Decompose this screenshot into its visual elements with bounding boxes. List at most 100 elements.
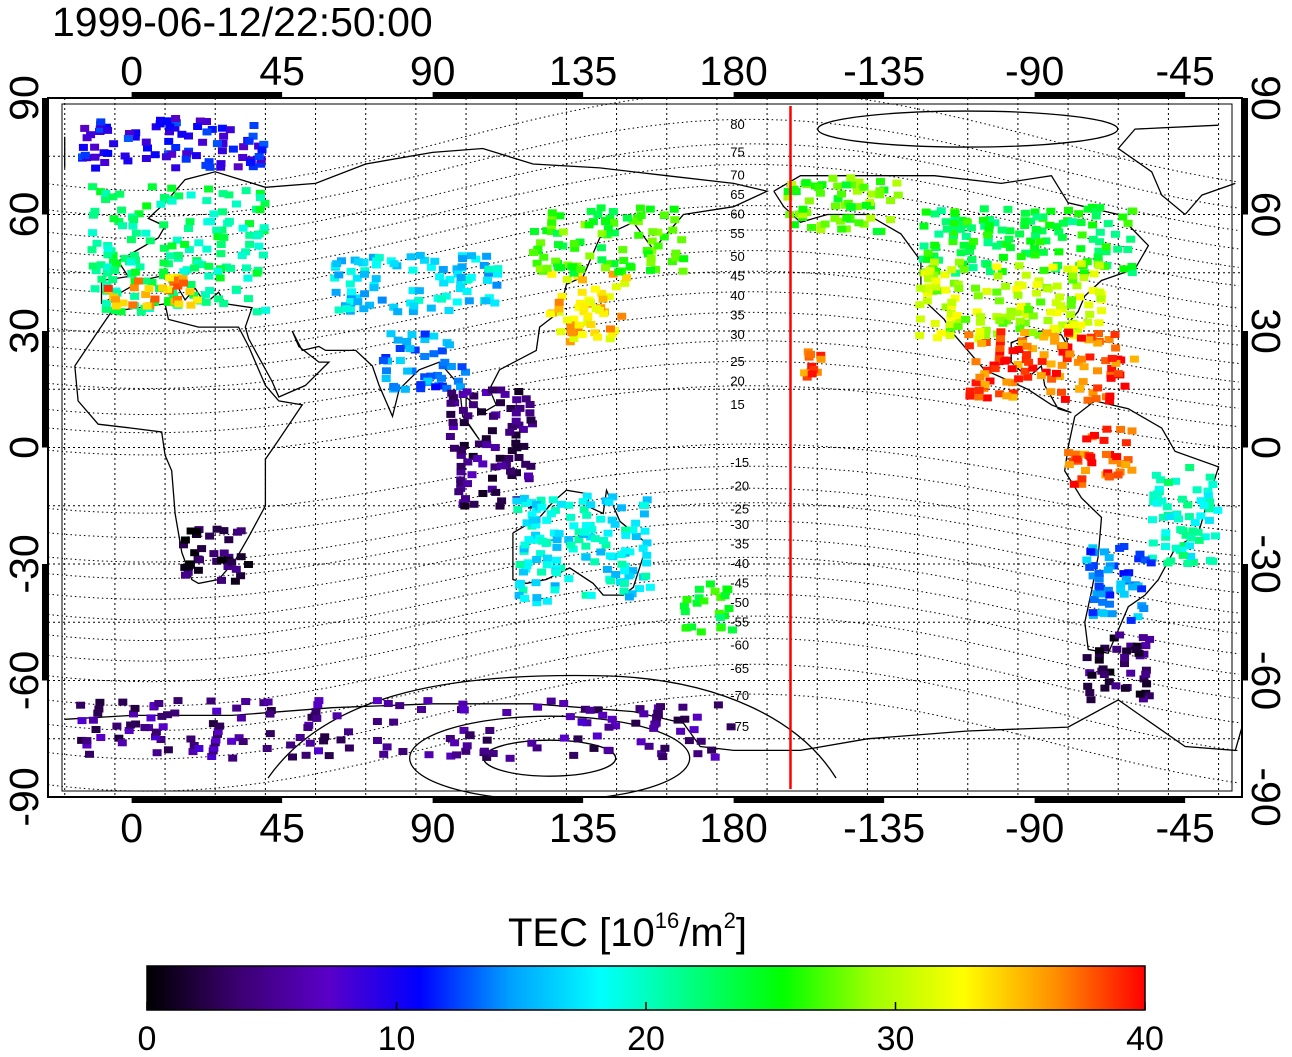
tec-point [620,279,630,287]
tec-point [492,281,502,289]
tec-point [217,226,227,234]
tec-point [577,331,587,338]
tec-point [312,714,322,722]
tec-point [1057,388,1066,396]
top-lon-tick-label: -135 [843,48,925,94]
tec-point [635,585,644,593]
tec-point [977,339,987,347]
tec-point [636,738,646,746]
tec-point [979,216,988,224]
tec-point [527,739,537,747]
tec-point [532,594,542,602]
tec-point [1068,265,1078,273]
tec-point [1148,516,1157,524]
contour-label: -30 [730,517,749,532]
tec-point [1176,526,1186,534]
tec-point [929,252,939,260]
tec-point [223,219,233,227]
tec-point [527,511,537,519]
tec-point [1141,670,1151,678]
tec-point [365,301,375,309]
tec-point [919,222,929,230]
tec-point [1006,313,1016,321]
tec-point [212,226,222,234]
tec-point [1076,245,1086,253]
tec-point [156,736,166,743]
tec-point [237,252,247,259]
frame-bar-right [1242,564,1248,681]
tec-point [347,288,356,296]
top-lon-tick-label: 90 [410,48,456,94]
tec-point [1007,365,1017,373]
tec-point [859,220,869,228]
tec-point [152,749,162,757]
tec-point [923,249,933,257]
tec-point [1088,544,1098,552]
tec-point [536,496,546,504]
tec-point [1086,548,1096,556]
tec-point [484,265,494,273]
tec-point [151,728,161,736]
tec-point [211,736,221,744]
tec-point [956,249,966,257]
tec-point [1088,221,1098,229]
tec-point [546,697,556,705]
tec-point [800,369,810,377]
tec-point [555,212,565,220]
tec-point [1115,631,1125,639]
tec-point [972,308,982,316]
tec-point [462,388,472,396]
tec-point [1008,393,1018,401]
tec-point [1077,231,1087,239]
tec-point [646,254,656,262]
tec-point [120,152,130,160]
tec-point [458,700,468,708]
tec-point [319,737,329,745]
tec-point [440,358,450,366]
tec-point [161,153,171,161]
tec-point [984,226,994,234]
tec-point [149,702,159,709]
tec-point [232,704,242,712]
tec-point [982,260,992,268]
contour-line [48,250,1239,335]
tec-point [372,697,382,705]
tec-point [126,258,136,266]
tec-point [693,750,703,758]
tec-point [604,293,614,301]
tec-point [167,184,177,192]
tec-point [936,207,946,215]
tec-point [332,260,342,268]
tec-point [532,556,542,563]
tec-point [617,312,627,320]
tec-point [1109,634,1119,642]
coastline-eurasia [100,147,770,441]
tec-point [131,720,141,728]
tec-point [550,582,560,590]
tec-point [1030,244,1040,252]
tec-point [1067,296,1076,304]
tec-point [382,743,392,751]
tec-point [252,308,262,316]
tec-point [582,492,592,500]
tec-point [177,130,187,138]
tec-point [1039,333,1049,341]
tec-point [507,423,517,430]
tec-point [239,143,249,151]
tec-point [82,737,92,745]
tec-point [1038,213,1048,221]
tec-point [1001,282,1011,290]
tec-point [990,219,1000,227]
tec-point [108,251,118,259]
tec-point [219,132,229,140]
tec-point [511,431,521,439]
tec-point [215,274,225,282]
tec-point [101,189,111,197]
tec-point [1145,635,1155,643]
tec-point [995,317,1005,324]
tec-point [1055,293,1065,301]
tec-data-points [76,115,1223,762]
tec-point [101,305,111,313]
tec-point [1034,277,1044,285]
right-lat-tick-label: 60 [1243,192,1289,238]
